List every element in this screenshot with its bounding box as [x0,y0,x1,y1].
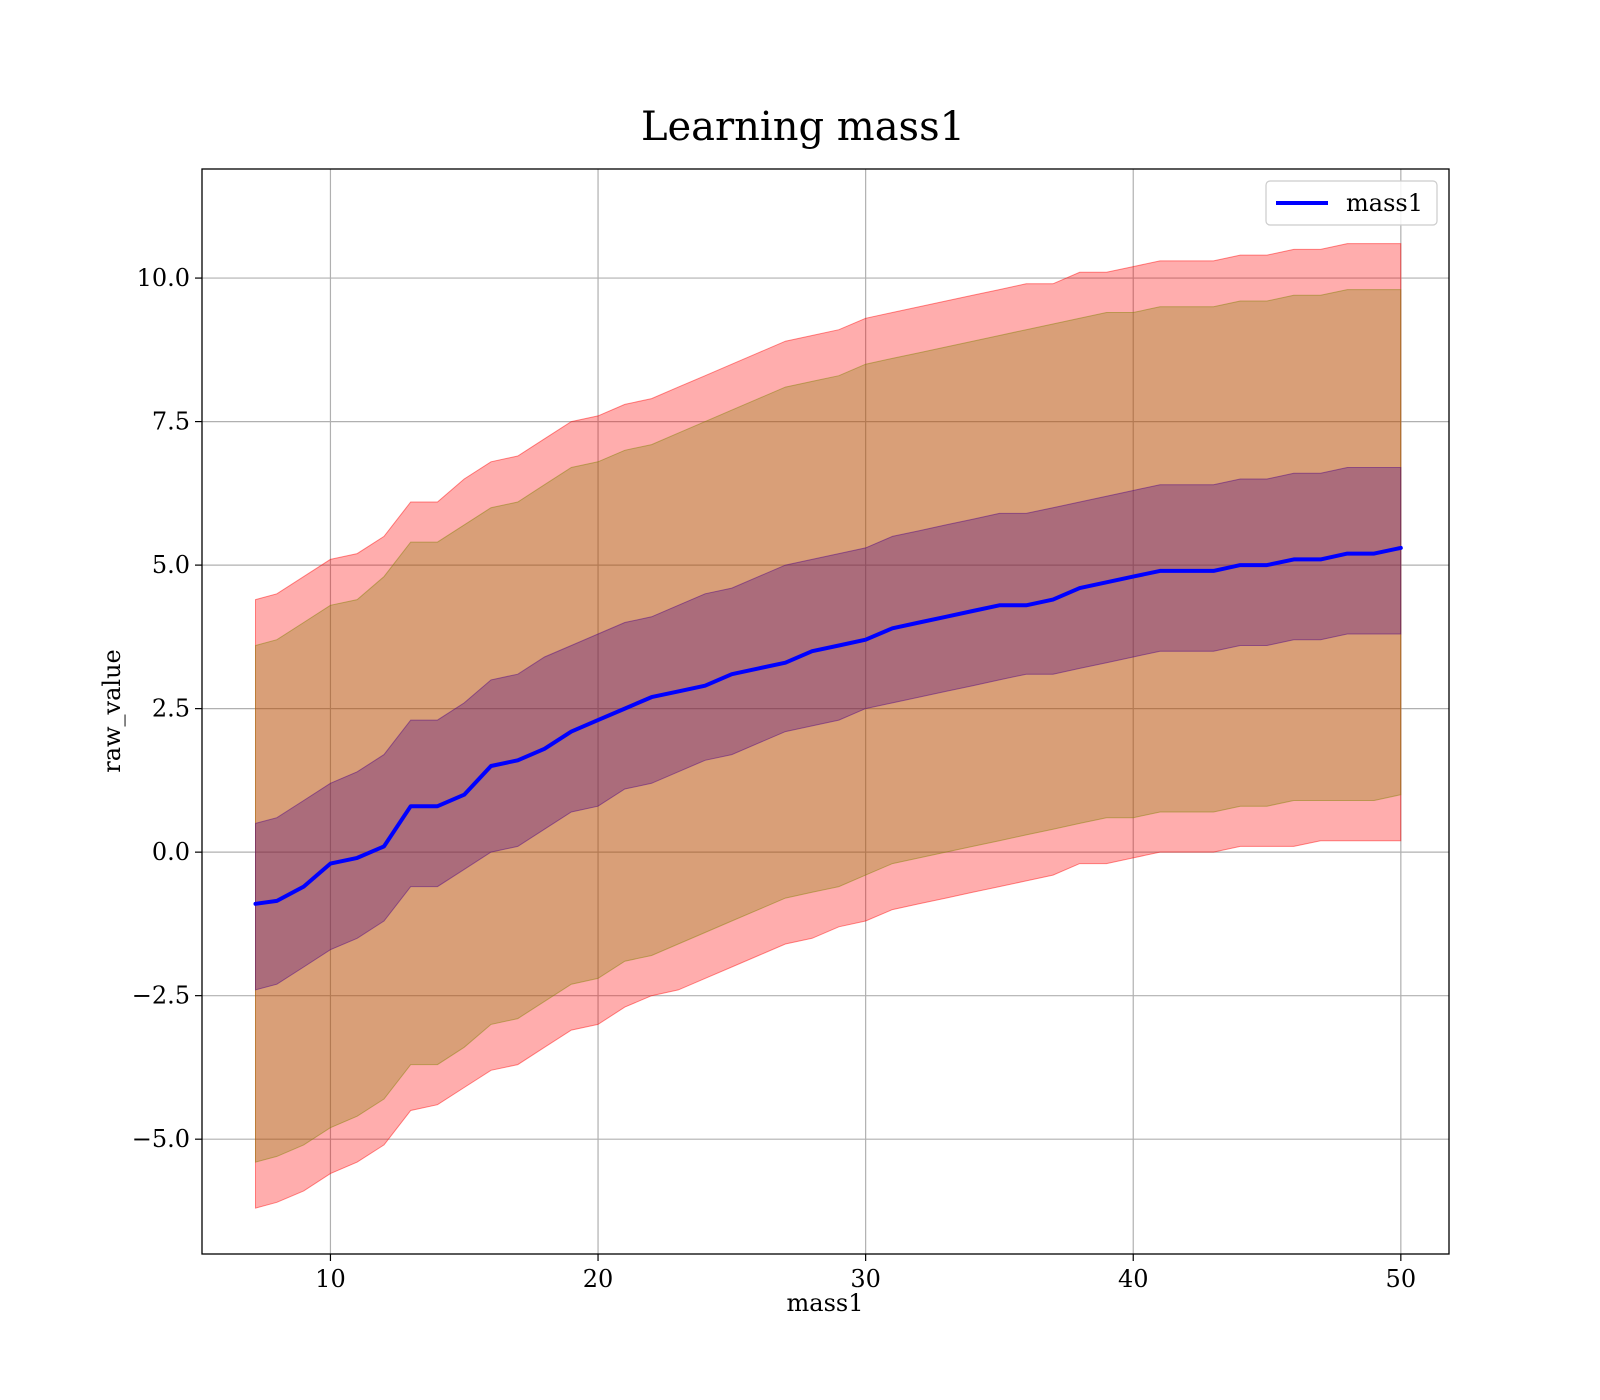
confidence-band-1 [255,289,1402,1163]
x-tick-label: 50 [1386,1265,1417,1293]
legend-box [1265,180,1438,226]
confidence-band-0 [255,243,1402,1209]
y-tick-label: 10.0 [137,264,190,292]
y-tick-label: −2.5 [132,982,190,1010]
y-tick-label: 0.0 [152,838,190,866]
axes-frame [201,168,1450,1255]
y-tick-label: 5.0 [152,551,190,579]
chart-title: Learning mass1 [641,104,965,150]
series-lines [253,545,1403,906]
ticks: 10 20 30 40 50 −5.0 −2.5 0.0 2.5 5.0 7.5 10.0 [132,264,1416,1293]
confidence-bands [255,243,1402,1209]
x-tick-label: 40 [1118,1265,1149,1293]
y-tick-label: −5.0 [132,1125,190,1153]
y-axis-label: raw_value [98,649,126,773]
series-line-0 [253,545,1403,906]
y-tick-label: 7.5 [152,408,190,436]
x-tick-label: 10 [315,1265,346,1293]
x-axis-label: mass1 [787,1289,864,1317]
y-tick-label: 2.5 [152,695,190,723]
x-tick-label: 30 [850,1265,881,1293]
legend-label-mass1: mass1 [1346,189,1423,217]
legend: mass1 [1265,180,1438,226]
confidence-band-2 [255,467,1402,991]
x-tick-label: 20 [583,1265,614,1293]
